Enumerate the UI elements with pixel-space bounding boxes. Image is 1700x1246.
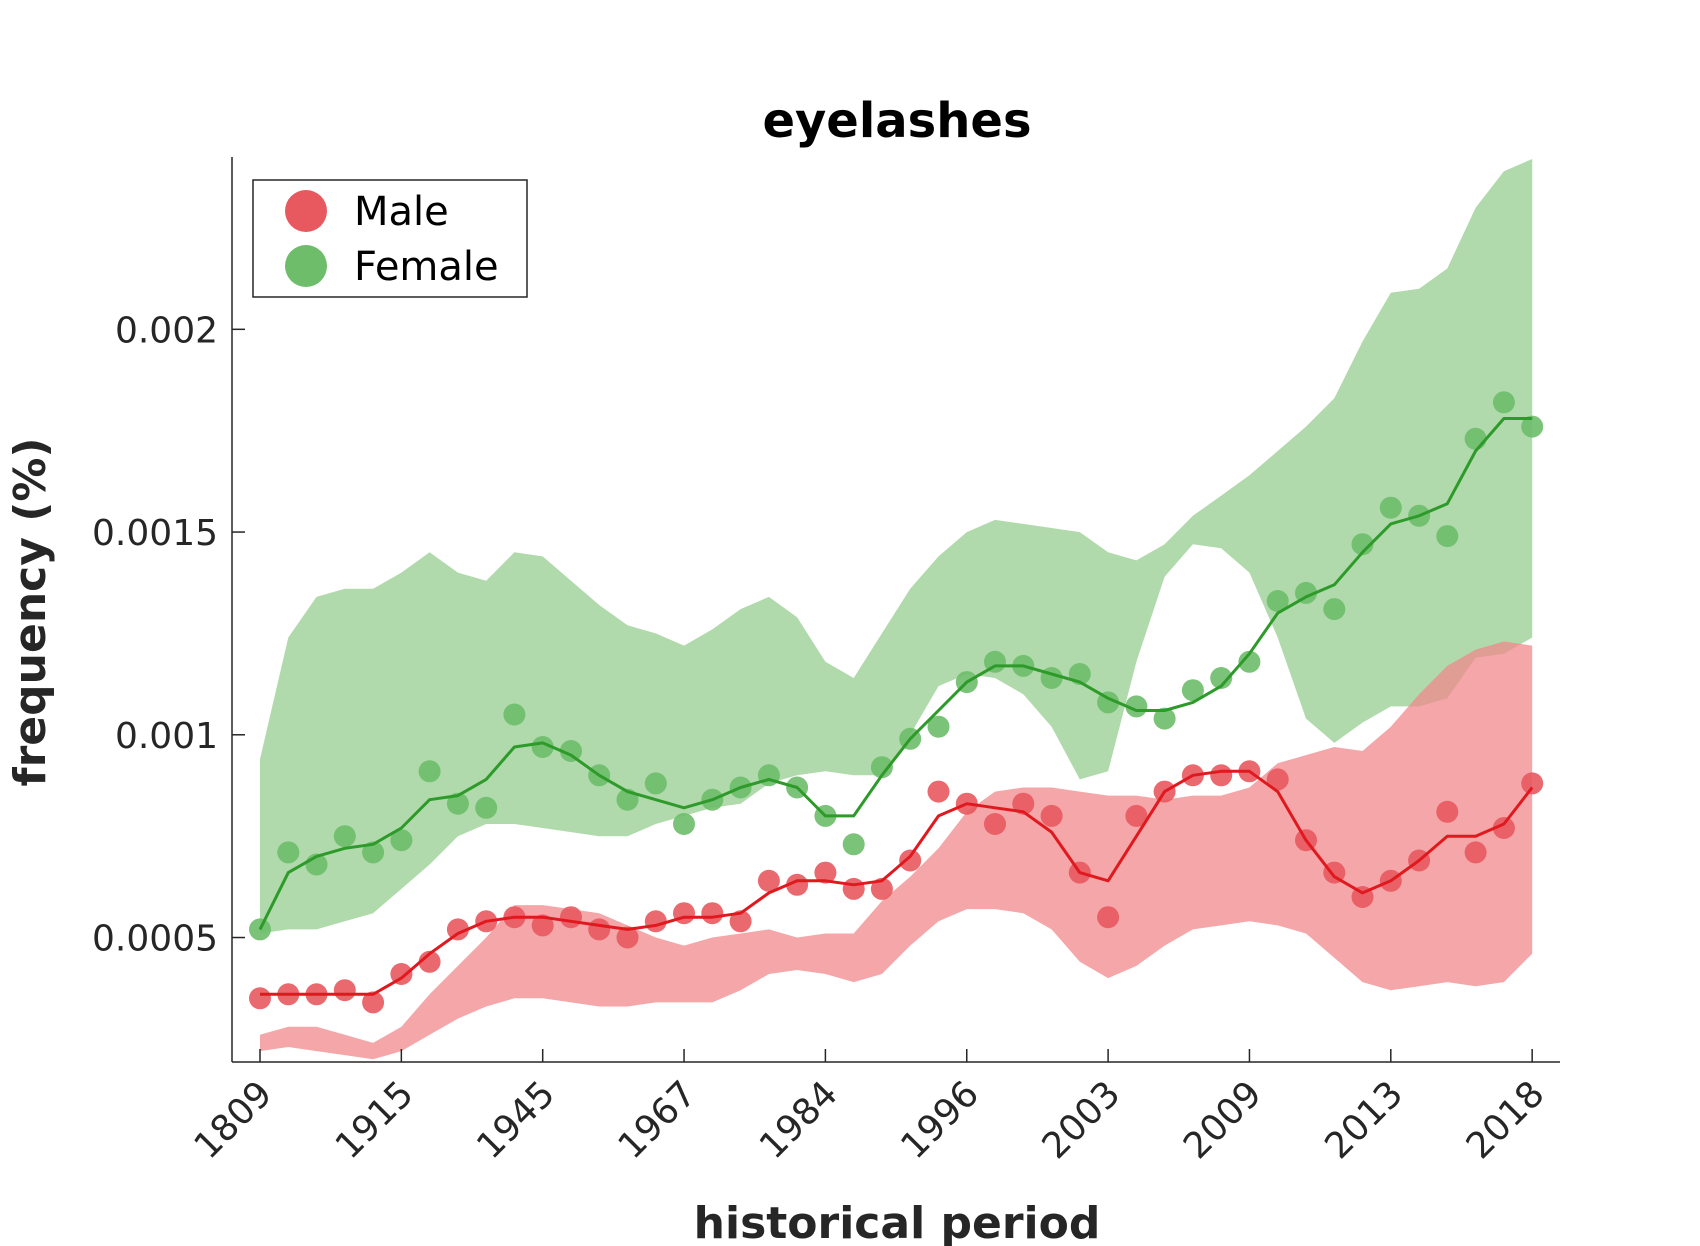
y-tick-label: 0.001 [115, 716, 218, 757]
point-female [503, 703, 526, 726]
trend-line-female [258, 417, 1533, 931]
point-male [842, 877, 865, 900]
x-tick-label: 1809 [187, 1073, 281, 1167]
point-male [814, 861, 837, 884]
point-female [1153, 707, 1176, 730]
plot-area [249, 159, 1544, 1060]
point-male [616, 926, 639, 949]
point-female [333, 825, 356, 848]
point-female [1379, 496, 1402, 519]
point-female [1323, 598, 1346, 621]
point-male [333, 979, 356, 1002]
point-male [1012, 792, 1035, 815]
chart-title: eyelashes [762, 93, 1031, 149]
point-female [927, 715, 950, 738]
y-tick-label: 0.0015 [92, 513, 218, 554]
x-tick-label: 2018 [1459, 1073, 1553, 1167]
band-female [260, 159, 1533, 934]
series-male [249, 760, 1544, 1014]
y-tick-label: 0.002 [115, 310, 218, 351]
x-tick-label: 2003 [1035, 1073, 1129, 1167]
point-male [418, 950, 441, 973]
x-tick-label: 1996 [893, 1073, 987, 1167]
x-axis-title: historical period [694, 1198, 1101, 1246]
point-female [390, 829, 413, 852]
point-female [1351, 533, 1374, 556]
point-female [1238, 650, 1261, 673]
point-male [446, 918, 469, 941]
point-female [1436, 525, 1459, 548]
point-male [1040, 804, 1063, 827]
point-female [1492, 391, 1515, 414]
point-female [1521, 415, 1544, 438]
point-female [1464, 427, 1487, 450]
point-female [870, 756, 893, 779]
point-male [249, 987, 271, 1010]
x-tick-label: 1915 [328, 1073, 422, 1167]
band-male [260, 641, 1533, 1060]
point-male [531, 914, 554, 937]
point-female [418, 760, 441, 783]
x-tick-label: 2013 [1317, 1073, 1411, 1167]
legend-marker-male [285, 190, 327, 232]
point-female [1097, 691, 1120, 714]
point-male [899, 849, 922, 872]
point-male [1323, 861, 1346, 884]
y-tick-label: 0.0005 [92, 919, 218, 960]
point-male [1097, 906, 1120, 929]
point-female [842, 833, 865, 856]
point-female [673, 813, 695, 835]
point-male [1464, 841, 1487, 864]
point-male [560, 906, 582, 929]
point-male [390, 963, 413, 985]
point-female [446, 792, 469, 815]
point-male [1521, 772, 1544, 795]
point-male [1210, 764, 1233, 787]
point-female [560, 740, 582, 762]
point-male [1266, 768, 1289, 791]
point-female [362, 841, 385, 864]
point-male [644, 910, 667, 933]
x-tick-label: 1945 [469, 1073, 563, 1167]
point-male [927, 780, 950, 803]
point-female [277, 841, 300, 864]
point-female [531, 736, 554, 758]
point-female [1266, 590, 1289, 612]
point-female [1181, 679, 1204, 702]
legend: Male Female [252, 179, 528, 298]
trend-line-male [260, 769, 1534, 996]
point-male [984, 813, 1006, 835]
point-male [757, 869, 780, 892]
x-tick-label: 1984 [752, 1073, 846, 1167]
point-female [475, 796, 498, 819]
point-female [644, 772, 667, 795]
point-male [1125, 804, 1148, 827]
point-male [870, 877, 893, 900]
legend-marker-female [285, 245, 327, 287]
point-male [588, 918, 611, 941]
point-male [729, 910, 752, 933]
legend-label-female: Female [354, 244, 499, 290]
x-tick-label: 1967 [611, 1073, 705, 1167]
legend-label-male: Male [354, 189, 449, 235]
x-tick-label: 2009 [1176, 1073, 1270, 1167]
y-axis-title: frequency (%) [5, 437, 56, 786]
point-male [1436, 800, 1459, 823]
series-female [249, 391, 1544, 941]
point-male [362, 991, 385, 1014]
point-male [1492, 817, 1515, 839]
point-male [701, 902, 724, 925]
point-female [1210, 667, 1233, 689]
